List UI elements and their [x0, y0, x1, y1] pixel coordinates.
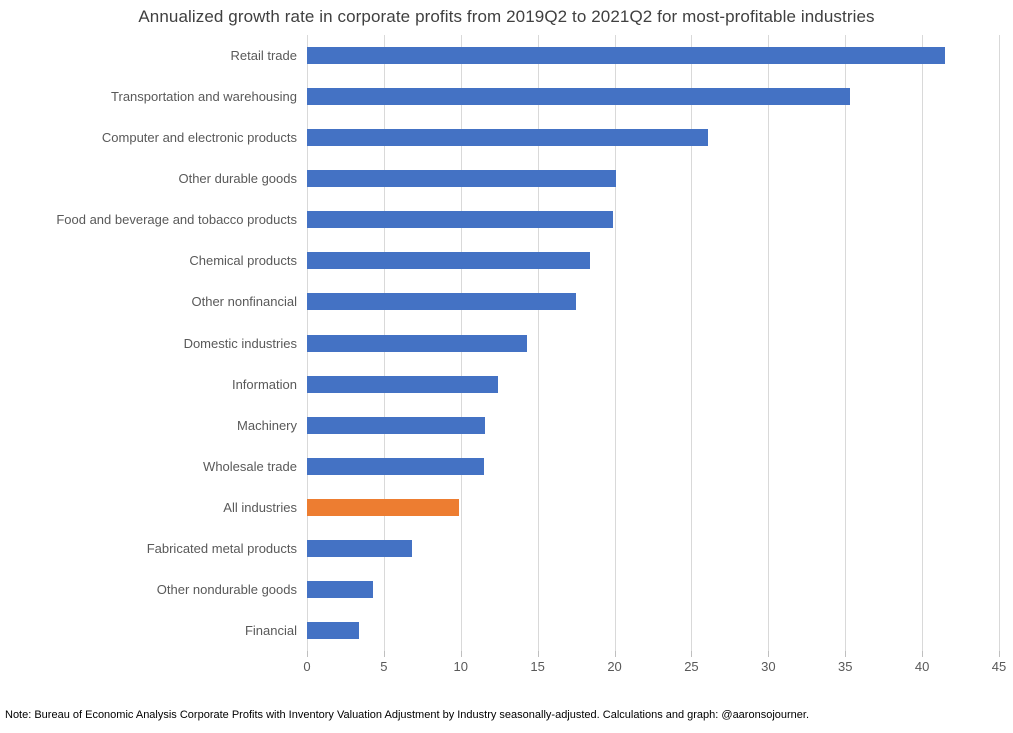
bar-information — [307, 375, 498, 393]
bar-wholesale-trade — [307, 457, 484, 475]
axis-tick — [537, 651, 539, 657]
axis-tick — [691, 651, 693, 657]
category-label: Other nondurable goods — [156, 581, 297, 597]
bar-food-and-beverage-and-tobacco-products — [307, 211, 614, 229]
gridline — [922, 35, 924, 651]
category-label: Computer and electronic products — [101, 130, 297, 146]
category-label: Other durable goods — [178, 171, 297, 187]
bar-chemical-products — [307, 252, 590, 270]
gridline — [614, 35, 616, 651]
gridline — [768, 35, 770, 651]
bar-fabricated-metal-products — [307, 539, 412, 557]
bar-computer-and-electronic-products — [307, 129, 709, 147]
axis-tick — [922, 651, 924, 657]
bar-other-nondurable-goods — [307, 580, 374, 598]
axis-tick — [999, 651, 1000, 657]
gridline — [999, 35, 1000, 651]
category-label: Financial — [244, 622, 297, 638]
chart-title: Annualized growth rate in corporate prof… — [138, 7, 875, 26]
bar-transportation-and-warehousing — [307, 88, 850, 106]
bar-retail-trade — [307, 47, 946, 65]
category-label: Fabricated metal products — [146, 540, 297, 556]
source-note: Note: Bureau of Economic Analysis Corpor… — [5, 709, 810, 721]
x-axis-tick-label: 20 — [607, 659, 622, 674]
category-label: Information — [231, 376, 297, 392]
category-label: Wholesale trade — [203, 458, 297, 474]
category-label: All industries — [223, 499, 297, 515]
x-axis-tick-label: 30 — [761, 659, 776, 674]
category-label: Domestic industries — [183, 335, 297, 351]
x-axis-tick-label: 45 — [991, 659, 1007, 674]
bar-machinery — [307, 416, 486, 434]
x-axis-tick-label: 25 — [684, 659, 699, 674]
category-label: Transportation and warehousing — [111, 89, 297, 105]
axis-tick — [768, 651, 770, 657]
category-label: Food and beverage and tobacco products — [56, 212, 297, 228]
gridline — [845, 35, 847, 651]
axis-tick — [614, 651, 616, 657]
axis-tick — [383, 651, 385, 657]
bar-all-industries — [307, 498, 460, 516]
x-axis-tick-label: 15 — [530, 659, 545, 674]
category-label: Chemical products — [189, 253, 297, 269]
bar-domestic-industries — [307, 334, 527, 352]
x-axis-tick-label: 5 — [380, 659, 388, 674]
category-label: Other nonfinancial — [191, 294, 297, 310]
axis-tick — [460, 651, 462, 657]
category-label: Retail trade — [230, 48, 297, 64]
x-axis-tick-label: 10 — [453, 659, 468, 674]
x-axis-tick-label: 0 — [303, 659, 311, 674]
bar-financial — [307, 621, 360, 639]
gridline — [691, 35, 693, 651]
bar-other-nonfinancial — [307, 293, 577, 311]
x-axis-tick-label: 40 — [914, 659, 930, 674]
axis-tick — [307, 651, 308, 657]
category-label: Machinery — [237, 417, 297, 433]
axis-tick — [845, 651, 847, 657]
x-axis-tick-label: 35 — [837, 659, 853, 674]
gridline — [537, 35, 539, 651]
bar-other-durable-goods — [307, 170, 617, 188]
